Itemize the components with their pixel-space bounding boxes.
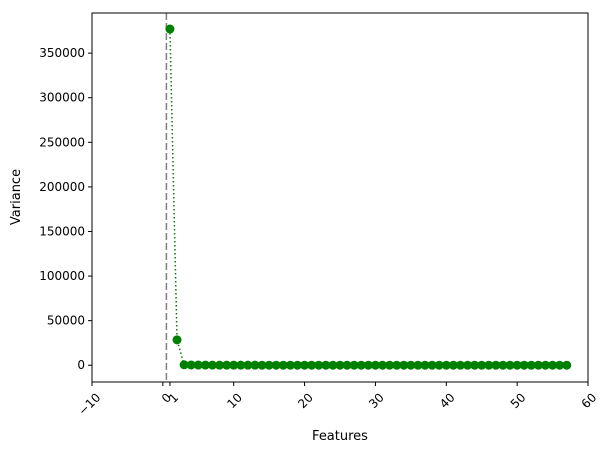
data-point — [307, 360, 317, 370]
data-point — [484, 360, 494, 370]
data-point — [455, 360, 465, 370]
data-point — [172, 335, 182, 345]
data-point — [321, 360, 331, 370]
y-tick-label: 300000 — [39, 91, 85, 105]
x-tick-label: 60 — [579, 390, 600, 411]
marks-layer — [165, 13, 572, 382]
x-tick-label: 10 — [224, 390, 245, 411]
data-point — [328, 360, 338, 370]
data-point — [427, 360, 437, 370]
data-point — [491, 360, 501, 370]
data-point — [222, 360, 232, 370]
data-point — [243, 360, 253, 370]
data-point — [349, 360, 359, 370]
y-tick-label: 50000 — [47, 314, 85, 328]
data-point — [526, 360, 536, 370]
data-point — [420, 360, 430, 370]
data-point — [562, 360, 572, 370]
data-point — [179, 360, 189, 370]
x-axis-ticks: −10 01 10 20 30 40 50 60 — [76, 382, 600, 418]
y-tick-label: 350000 — [39, 46, 85, 60]
y-tick-label: 150000 — [39, 224, 85, 238]
x-axis-label: Features — [312, 429, 368, 444]
data-point — [378, 360, 388, 370]
data-point — [519, 360, 529, 370]
data-point — [257, 360, 267, 370]
data-point — [463, 360, 473, 370]
data-point — [370, 360, 380, 370]
data-point — [229, 360, 239, 370]
plot-area — [92, 13, 588, 382]
data-point — [264, 360, 274, 370]
plot-frame — [91, 12, 589, 383]
data-point — [399, 360, 409, 370]
y-tick-label: 250000 — [39, 135, 85, 149]
data-point — [193, 360, 203, 370]
data-point — [285, 360, 295, 370]
data-point — [300, 360, 310, 370]
data-point — [165, 24, 175, 34]
x-tick-label: 40 — [437, 390, 458, 411]
data-point — [406, 360, 416, 370]
data-point — [548, 360, 558, 370]
data-point — [363, 360, 373, 370]
data-point — [512, 360, 522, 370]
data-point — [498, 360, 508, 370]
data-point — [314, 360, 324, 370]
x-tick-label: 20 — [295, 390, 316, 411]
data-point — [207, 360, 217, 370]
data-point — [477, 360, 487, 370]
data-point — [448, 360, 458, 370]
data-point — [555, 360, 565, 370]
data-point — [533, 360, 543, 370]
data-point — [200, 360, 210, 370]
data-point — [250, 360, 260, 370]
data-point — [434, 360, 444, 370]
y-tick-label: 0 — [77, 358, 85, 372]
data-point — [413, 360, 423, 370]
data-point — [186, 360, 196, 370]
y-axis-label: Variance — [9, 169, 24, 225]
data-point — [385, 360, 395, 370]
data-point — [215, 360, 225, 370]
data-point — [540, 360, 550, 370]
data-point — [392, 360, 402, 370]
data-point — [505, 360, 515, 370]
data-point — [470, 360, 480, 370]
data-point — [236, 360, 246, 370]
x-tick-label: −10 — [76, 390, 104, 418]
data-point — [271, 360, 281, 370]
data-point — [342, 360, 352, 370]
data-point — [356, 360, 366, 370]
data-point — [292, 360, 302, 370]
x-tick-label: 50 — [508, 390, 529, 411]
data-point — [278, 360, 288, 370]
y-axis-ticks: 0 50000 100000 150000 200000 250000 300000 3500… — [39, 46, 92, 372]
y-tick-label: 200000 — [39, 180, 85, 194]
x-tick-label: 30 — [366, 390, 387, 411]
y-tick-label: 100000 — [39, 269, 85, 283]
data-point — [335, 360, 345, 370]
data-point — [441, 360, 451, 370]
